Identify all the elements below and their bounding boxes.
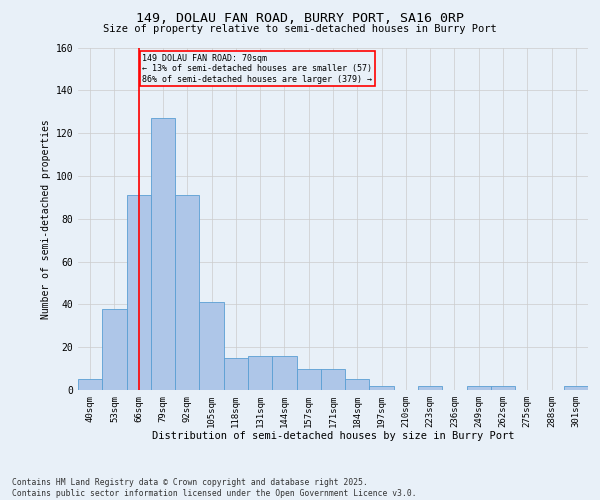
Bar (175, 195, 199, 390)
Bar (199, 302, 224, 390)
Text: 149, DOLAU FAN ROAD, BURRY PORT, SA16 0RP: 149, DOLAU FAN ROAD, BURRY PORT, SA16 0R… (136, 12, 464, 26)
Text: Size of property relative to semi-detached houses in Burry Port: Size of property relative to semi-detach… (103, 24, 497, 34)
Bar (127, 195, 151, 390)
Bar (296, 368, 321, 390)
Bar (272, 356, 296, 390)
X-axis label: Distribution of semi-detached houses by size in Burry Port: Distribution of semi-detached houses by … (152, 432, 514, 442)
Bar (418, 386, 442, 390)
Bar (467, 386, 491, 390)
Bar (345, 380, 370, 390)
Text: Contains HM Land Registry data © Crown copyright and database right 2025.
Contai: Contains HM Land Registry data © Crown c… (12, 478, 416, 498)
Bar (370, 386, 394, 390)
Y-axis label: Number of semi-detached properties: Number of semi-detached properties (41, 119, 52, 318)
Bar (102, 308, 127, 390)
Bar (491, 386, 515, 390)
Bar (321, 368, 345, 390)
Bar (224, 358, 248, 390)
Bar (78, 380, 102, 390)
Bar (248, 356, 272, 390)
Bar (151, 118, 175, 390)
Bar (564, 386, 588, 390)
Text: 149 DOLAU FAN ROAD: 70sqm
← 13% of semi-detached houses are smaller (57)
86% of : 149 DOLAU FAN ROAD: 70sqm ← 13% of semi-… (142, 54, 373, 84)
